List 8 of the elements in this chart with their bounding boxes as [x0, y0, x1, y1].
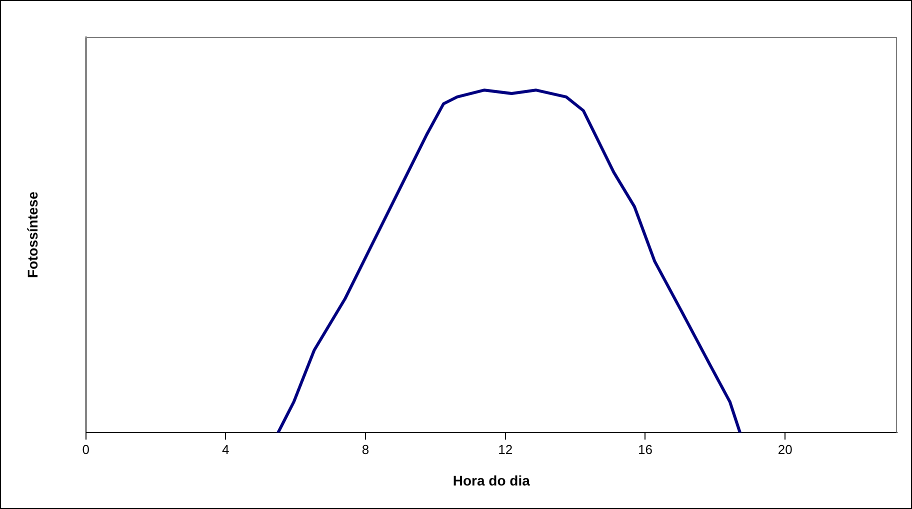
y-axis-title: Fotossíntese — [24, 191, 40, 278]
x-tick-label: 20 — [778, 442, 792, 457]
x-tick-label: 0 — [82, 442, 90, 457]
x-tick-label: 8 — [362, 442, 370, 457]
x-axis-title: Hora do dia — [452, 472, 530, 488]
x-tick-label: 4 — [222, 442, 230, 457]
x-tick-label: 16 — [638, 442, 652, 457]
x-tick-label: 12 — [498, 442, 513, 457]
